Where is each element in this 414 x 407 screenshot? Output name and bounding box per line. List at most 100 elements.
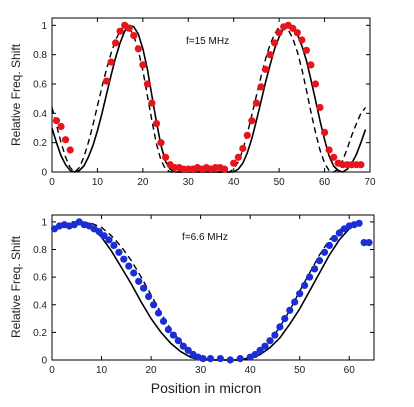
bottom-data-point [236,355,244,363]
bottom-data-point [95,228,103,236]
top-dashed-curve [51,24,367,173]
bottom-data-point [164,326,172,334]
top-y-tick-label: 1 [41,21,47,32]
bottom-data-point [291,298,299,306]
bottom-x-axis-label: Position in micron [151,380,262,396]
top-data-point [316,103,324,112]
bottom-y-axis-label: Relative Freq. Shift [9,235,23,338]
bottom-data-point [266,337,274,345]
bottom-data-point [120,255,128,263]
top-data-point [302,46,310,54]
top-data-point [275,29,283,37]
top-x-tick-label: 70 [364,177,376,188]
top-data-point [293,29,301,37]
bottom-data-point [335,229,343,237]
top-data-point [230,159,238,167]
top-data-point [252,99,260,107]
top-data-point [298,36,306,44]
top-data-point [261,65,270,73]
top-data-point [116,27,124,35]
bottom-x-tick-label: 50 [294,365,306,376]
bottom-data-point [276,323,284,331]
top-data-point [57,122,65,131]
bottom-data-point [296,290,304,298]
top-x-tick-label: 30 [183,177,195,188]
top-data-point [107,58,115,66]
top-data-point [157,139,165,147]
bottom-x-tick-label: 10 [96,365,108,376]
bottom-data-point [174,337,182,345]
top-data-point [221,165,229,173]
bottom-annotation: f=6.6 MHz [182,232,228,243]
bottom-data-point [140,284,148,292]
top-data-points [52,21,365,173]
bottom-x-tick-label: 0 [49,365,55,376]
bottom-data-point [125,262,133,270]
top-x-tick-label: 60 [319,177,331,188]
top-data-point [62,136,70,144]
bottom-ticks: 0 10 20 30 40 50 60 0 0.2 0.4 0.6 0.8 1 [33,215,374,376]
bottom-data-point [169,331,177,339]
top-solid-curve [51,24,367,173]
bottom-data-point [135,277,143,285]
top-data-point [311,80,320,88]
bottom-data-point [355,219,363,227]
top-data-point [357,161,365,169]
bottom-data-point [301,281,309,289]
top-data-point [152,120,161,128]
bottom-data-point [216,355,224,363]
top-solid-line [51,24,367,173]
bottom-data-point [154,309,163,317]
top-data-point [289,24,297,32]
bottom-y-tick-label: 0 [41,356,47,367]
top-y-tick-label: 0.2 [33,138,47,149]
bottom-x-tick-label: 60 [344,365,356,376]
bottom-data-point [256,346,264,354]
top-data-point [234,153,242,161]
top-data-point [257,83,265,91]
top-data-point [139,61,147,69]
top-x-tick-label: 0 [49,177,55,188]
bottom-data-point [315,257,324,265]
top-data-point [52,117,61,125]
top-data-point [66,146,74,154]
bottom-data-point [159,317,168,325]
bottom-data-point [206,355,215,363]
top-y-tick-label: 0.4 [33,109,47,120]
top-chart-panel: 0 10 20 30 40 50 60 70 0 0.2 0.4 0.6 0.8 1 f=15 MHz R… [9,17,376,188]
bottom-data-point [286,306,294,314]
bottom-x-tick-label: 30 [195,365,207,376]
bottom-data-point [330,234,338,243]
bottom-y-tick-label: 0.4 [33,300,47,311]
top-data-point [112,39,120,47]
bottom-x-tick-label: 40 [245,365,257,376]
bottom-data-point [145,292,153,301]
bottom-data-point [271,331,279,339]
bottom-data-point [320,248,329,256]
top-x-tick-label: 10 [92,177,104,188]
bottom-y-tick-label: 0.2 [33,328,47,339]
top-data-point [321,128,329,136]
top-data-point [266,51,274,59]
top-data-point [130,31,138,40]
bottom-data-point [261,342,269,350]
bottom-data-point [365,239,373,247]
bottom-data-point [130,269,138,277]
top-y-axis-label: Relative Freq. Shift [9,43,23,146]
bottom-data-point [251,350,259,359]
bottom-data-point [306,273,314,281]
top-dashed-line [51,24,367,173]
top-data-point [248,117,256,125]
top-y-tick-label: 0.8 [33,50,47,61]
bottom-y-tick-label: 1 [41,217,47,228]
top-data-point [330,153,338,161]
top-data-point [148,99,156,107]
top-x-tick-label: 40 [228,177,240,188]
top-data-point [162,153,170,161]
bottom-data-point [184,346,192,354]
top-data-point [125,24,133,32]
top-y-tick-label: 0 [41,168,47,179]
bottom-x-tick-label: 20 [146,365,158,376]
top-data-point [102,77,111,85]
